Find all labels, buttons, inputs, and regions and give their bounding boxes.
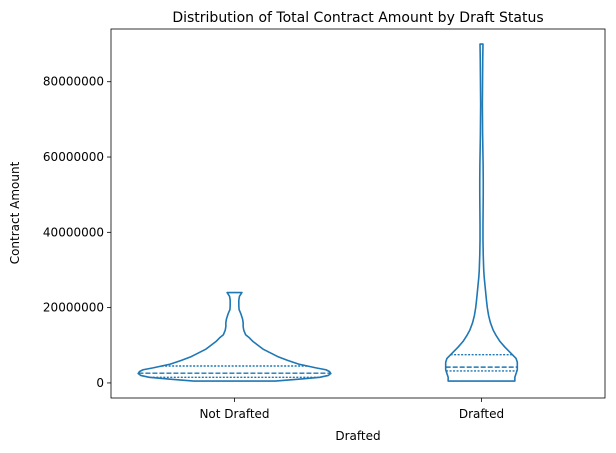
violin-group [137,43,519,382]
x-tick-label: Not Drafted [199,407,269,421]
chart-title: Distribution of Total Contract Amount by… [172,10,543,26]
violin-body [137,291,332,382]
x-axis: Not Drafted Drafted [199,398,504,421]
y-axis-label: Contract Amount [8,161,22,264]
plot-area [110,28,606,399]
y-tick-label: 60000000 [43,150,104,164]
violin-body [444,43,519,382]
y-tick-label: 20000000 [43,301,104,315]
y-tick-label: 80000000 [43,75,104,89]
y-tick-label: 0 [96,376,104,390]
y-tick-label: 40000000 [43,225,104,239]
x-tick-label: Drafted [459,407,504,421]
x-axis-label: Drafted [335,429,380,443]
y-axis: 0 20000000 40000000 60000000 80000000 [43,75,111,390]
